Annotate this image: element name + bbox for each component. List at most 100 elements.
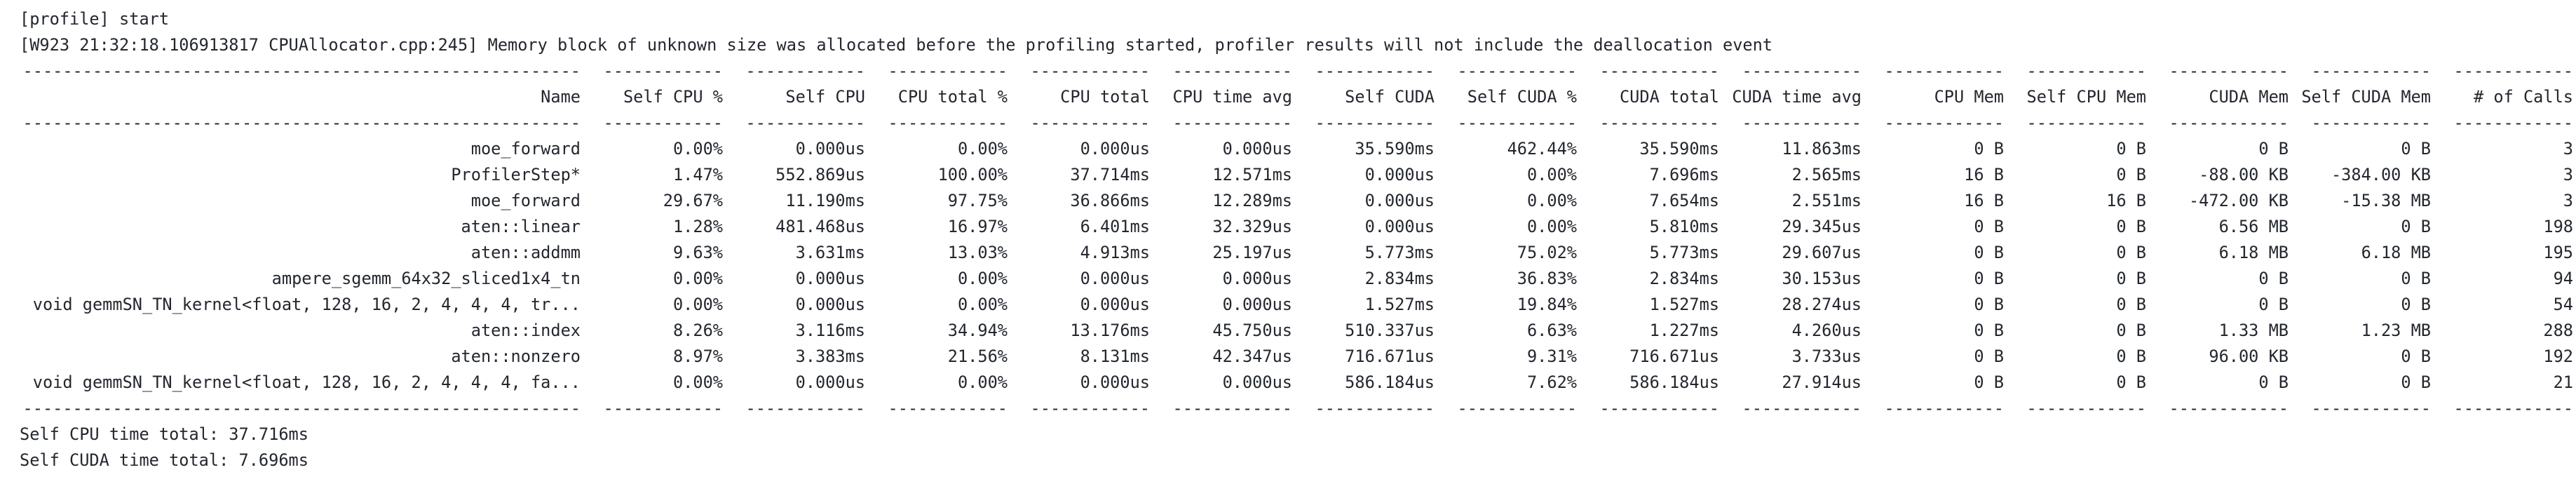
- table-cell: 0 B: [2401, 217, 2431, 236]
- table-cell: 0.000us: [1080, 372, 1150, 392]
- table-cell: 3: [2563, 165, 2573, 184]
- column-header: CUDA total: [1619, 87, 1719, 107]
- table-cell: 94: [2553, 269, 2573, 288]
- column-header: CPU total %: [897, 87, 1008, 107]
- table-cell: 0.00%: [1526, 165, 1577, 184]
- table-cell: 3.733us: [1791, 347, 1862, 366]
- separator-cell: ------------: [2453, 61, 2573, 81]
- separator-cell: ------------: [1599, 398, 1719, 418]
- separator-cell: ------------: [888, 398, 1008, 418]
- table-cell: 29.607us: [1782, 243, 1862, 262]
- separator-cell: ----------------------------------------…: [22, 113, 581, 133]
- table-cell: 586.184us: [1345, 372, 1435, 392]
- table-cell: 716.671us: [1629, 347, 1719, 366]
- table-cell: 30.153us: [1782, 269, 1862, 288]
- separator-cell: ------------: [1884, 398, 2004, 418]
- table-row: aten::addmm 9.63% 3.631ms 13.03% 4.913ms 25.1…: [20, 240, 2576, 266]
- table-cell: 586.184us: [1629, 372, 1719, 392]
- table-cell: 3: [2563, 191, 2573, 210]
- separator-cell: ------------: [745, 113, 865, 133]
- table-cell: 0 B: [2116, 217, 2146, 236]
- table-cell: 0 B: [1974, 139, 2004, 159]
- table-cell: 192: [2543, 347, 2573, 366]
- table-cell: 9.31%: [1526, 347, 1577, 366]
- table-cell: 54: [2553, 295, 2573, 314]
- table-cell: 552.869us: [775, 165, 865, 184]
- table-cell: 0 B: [1974, 372, 2004, 392]
- table-cell: 6.401ms: [1080, 217, 1150, 236]
- table-cell: 7.696ms: [1649, 165, 1719, 184]
- table-cell: 0.000us: [1222, 372, 1292, 392]
- separator-cell: ------------: [1030, 398, 1150, 418]
- table-cell: 36.83%: [1517, 269, 1577, 288]
- column-header: Name: [541, 87, 581, 107]
- table-cell: 0 B: [1974, 295, 2004, 314]
- table-cell: 29.345us: [1782, 217, 1862, 236]
- table-cell: 1.23 MB: [2361, 321, 2431, 340]
- table-cell: 481.468us: [775, 217, 865, 236]
- separator-cell: ------------: [1457, 113, 1577, 133]
- table-cell: 0 B: [2116, 372, 2146, 392]
- separator-cell: ------------: [1742, 61, 1862, 81]
- table-row: void gemmSN_TN_kernel<float, 128, 16, 2,…: [20, 292, 2576, 318]
- table-cell: 25.197us: [1212, 243, 1292, 262]
- separator-cell: ------------: [1457, 61, 1577, 81]
- separator-cell: ------------: [603, 113, 723, 133]
- table-cell: 1.527ms: [1364, 295, 1435, 314]
- separator-cell: ------------: [888, 113, 1008, 133]
- table-cell: 2.551ms: [1791, 191, 1862, 210]
- separator-cell: ------------: [2311, 61, 2431, 81]
- table-cell: moe_forward: [470, 139, 581, 159]
- table-cell: void gemmSN_TN_kernel<float, 128, 16, 2,…: [32, 372, 581, 392]
- table-cell: 0 B: [2116, 165, 2146, 184]
- table-cell: 5.810ms: [1649, 217, 1719, 236]
- table-cell: 0 B: [2116, 321, 2146, 340]
- table-row: ProfilerStep* 1.47% 552.869us 100.00% 37.714…: [20, 162, 2576, 188]
- table-cell: 6.63%: [1526, 321, 1577, 340]
- table-cell: 0 B: [2116, 269, 2146, 288]
- table-cell: 16.97%: [947, 217, 1008, 236]
- separator-cell: ------------: [1315, 113, 1435, 133]
- table-cell: 12.289ms: [1212, 191, 1292, 210]
- table-cell: 35.590ms: [1639, 139, 1719, 159]
- table-cell: -384.00 KB: [2331, 165, 2431, 184]
- table-cell: 0 B: [1974, 321, 2004, 340]
- column-header: Self CUDA %: [1467, 87, 1577, 107]
- separator-cell: ------------: [1030, 61, 1150, 81]
- table-row: void gemmSN_TN_kernel<float, 128, 16, 2,…: [20, 370, 2576, 396]
- table-cell: 0.00%: [1526, 217, 1577, 236]
- separator-cell: ------------: [745, 398, 865, 418]
- table-cell: 28.274us: [1782, 295, 1862, 314]
- table-cell: 13.176ms: [1070, 321, 1150, 340]
- table-cell: 0.00%: [957, 139, 1008, 159]
- table-cell: 36.866ms: [1070, 191, 1150, 210]
- table-row: aten::index 8.26% 3.116ms 34.94% 13.176ms 45.…: [20, 318, 2576, 344]
- separator-cell: ------------: [603, 398, 723, 418]
- table-cell: 0.000us: [1222, 269, 1292, 288]
- terminal-output: [profile] start [W923 21:32:18.106913817…: [20, 9, 2576, 470]
- table-cell: 0 B: [2258, 139, 2289, 159]
- table-cell: 1.28%: [672, 217, 723, 236]
- table-cell: 0.000us: [795, 372, 865, 392]
- table-cell: moe_forward: [470, 191, 581, 210]
- table-cell: 0.000us: [1080, 139, 1150, 159]
- table-cell: 97.75%: [947, 191, 1008, 210]
- column-header: CPU Mem: [1934, 87, 2004, 107]
- separator-cell: ------------: [1172, 113, 1292, 133]
- table-cell: -88.00 KB: [2199, 165, 2289, 184]
- table-row: aten::linear 1.28% 481.468us 16.97% 6.401ms 3…: [20, 214, 2576, 240]
- table-cell: 12.571ms: [1212, 165, 1292, 184]
- column-header: CPU time avg: [1172, 87, 1292, 107]
- table-cell: 42.347us: [1212, 347, 1292, 366]
- column-header: Self CUDA Mem: [2301, 87, 2431, 107]
- column-header: CPU total: [1060, 87, 1150, 107]
- table-cell: 0 B: [2258, 269, 2289, 288]
- table-cell: 0 B: [2401, 372, 2431, 392]
- table-cell: -472.00 KB: [2188, 191, 2289, 210]
- separator-cell: ------------: [2311, 398, 2431, 418]
- table-row: moe_forward 0.00% 0.000us 0.00% 0.000us 0.000…: [20, 136, 2576, 162]
- table-cell: 8.97%: [672, 347, 723, 366]
- table-cell: aten::linear: [461, 217, 581, 236]
- separator-cell: ------------: [745, 61, 865, 81]
- table-cell: 0 B: [2258, 372, 2289, 392]
